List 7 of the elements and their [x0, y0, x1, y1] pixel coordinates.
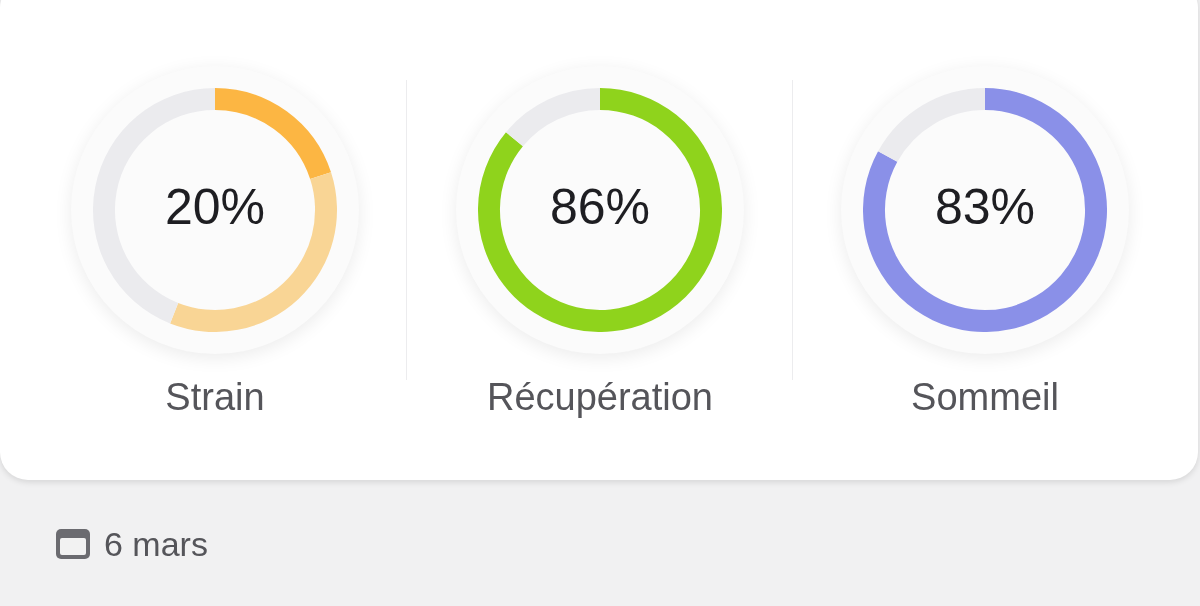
text: 86%: [549, 178, 651, 235]
text: 6 mars: [104, 524, 208, 564]
text: Sommeil: [910, 376, 1060, 419]
text: Récupération: [485, 376, 714, 419]
text: Strain: [164, 376, 266, 419]
text: 20%: [164, 178, 266, 235]
text: 83%: [934, 178, 1036, 235]
